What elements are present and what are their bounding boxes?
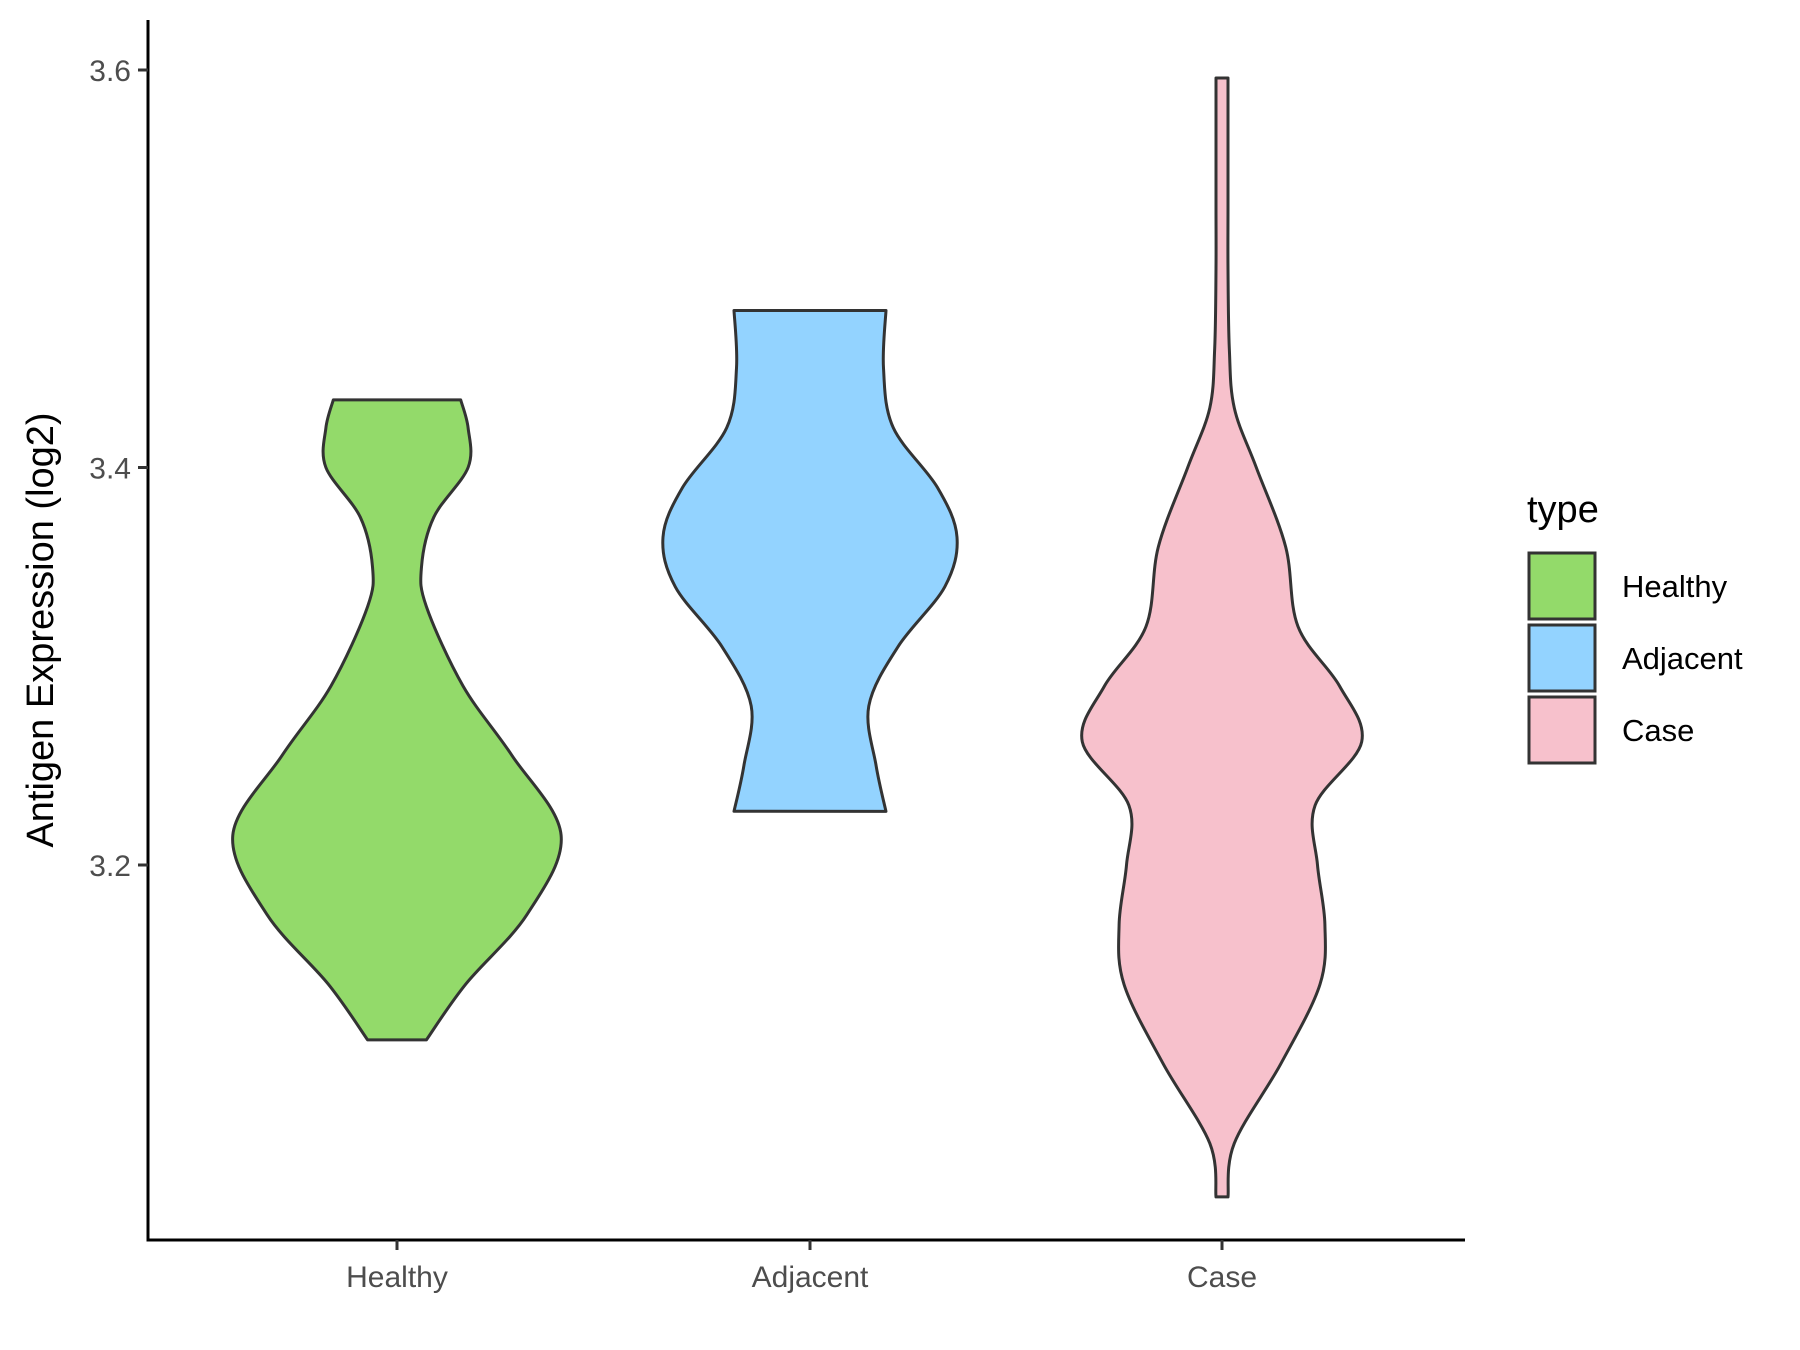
- legend-swatch-adjacent: [1527, 623, 1597, 693]
- y-axis-title: Antigen Expression (log2): [20, 412, 62, 847]
- legend-items: Healthy Adjacent Case: [1527, 551, 1743, 765]
- y-tick-label: 3.6: [89, 55, 131, 88]
- x-tick-label: Adjacent: [752, 1261, 869, 1294]
- legend: type Healthy Adjacent Case: [1527, 489, 1743, 765]
- x-tick-label: Case: [1187, 1261, 1257, 1294]
- violins-layer: [231, 76, 1364, 1199]
- legend-title: type: [1527, 489, 1599, 531]
- y-axis-ticks: 3.2 3.4 3.6: [89, 55, 148, 883]
- y-tick-label: 3.4: [89, 453, 131, 486]
- x-tick-label: Healthy: [346, 1261, 448, 1294]
- violin-adjacent: [661, 309, 959, 813]
- legend-swatch-case: [1527, 695, 1597, 765]
- legend-label-case: Case: [1622, 713, 1694, 748]
- violin-healthy: [231, 398, 563, 1042]
- legend-label-healthy: Healthy: [1622, 569, 1728, 604]
- y-tick-label: 3.2: [89, 850, 131, 883]
- legend-label-adjacent: Adjacent: [1622, 641, 1743, 676]
- violin-case: [1080, 76, 1364, 1199]
- x-axis-ticks: Healthy Adjacent Case: [346, 1240, 1257, 1294]
- legend-swatch-healthy: [1527, 551, 1597, 621]
